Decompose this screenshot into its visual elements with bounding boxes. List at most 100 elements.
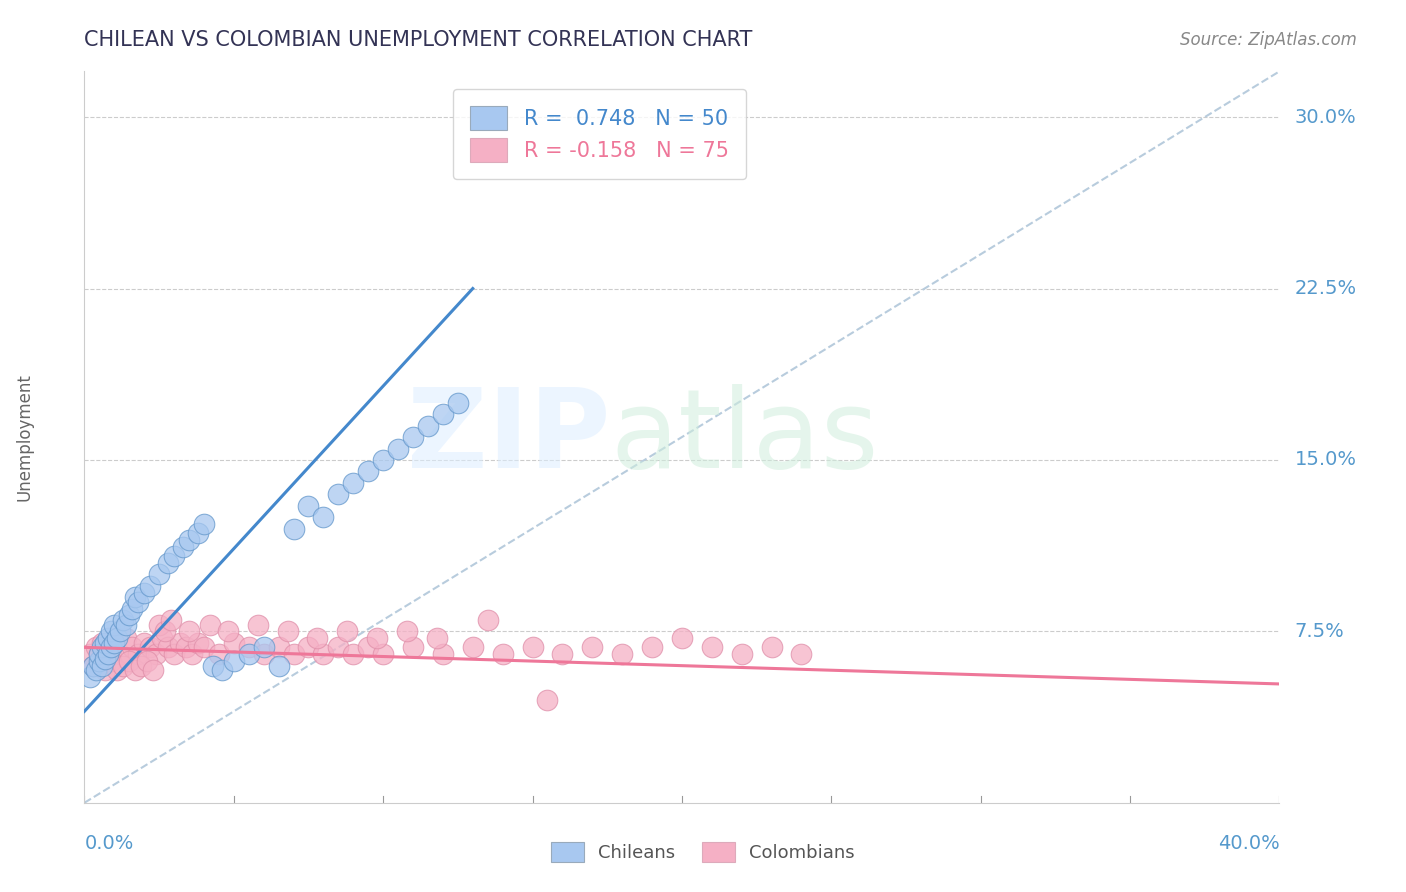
Point [238, 640, 260, 655]
Point [461, 640, 484, 655]
Point [671, 632, 693, 646]
Point [94, 654, 117, 668]
Point [201, 658, 224, 673]
Point [105, 663, 128, 677]
Point [328, 640, 350, 655]
Point [89, 647, 111, 661]
Point [373, 647, 395, 661]
Point [447, 396, 470, 410]
Point [91, 636, 114, 650]
Point [172, 540, 194, 554]
Point [100, 654, 122, 668]
Point [97, 640, 120, 655]
Point [357, 464, 380, 478]
Point [432, 407, 454, 421]
Text: Source: ZipAtlas.com: Source: ZipAtlas.com [1180, 31, 1357, 49]
Point [89, 647, 111, 661]
Point [121, 601, 143, 615]
Point [366, 632, 388, 646]
Point [277, 624, 299, 639]
Point [160, 613, 183, 627]
Point [522, 640, 544, 655]
Point [115, 632, 138, 646]
Point [121, 640, 143, 655]
Point [536, 693, 558, 707]
Point [700, 640, 723, 655]
Point [307, 632, 329, 646]
Point [238, 647, 260, 661]
Point [297, 640, 319, 655]
Point [103, 617, 125, 632]
Point [127, 595, 149, 609]
Point [124, 590, 146, 604]
Point [387, 442, 409, 456]
Point [105, 632, 128, 646]
Point [100, 624, 122, 639]
Text: Unemployment: Unemployment [15, 373, 34, 501]
Point [132, 585, 156, 599]
Point [187, 526, 209, 541]
Text: 15.0%: 15.0% [1295, 450, 1357, 469]
Point [94, 652, 117, 666]
Text: atlas: atlas [610, 384, 879, 491]
Point [174, 640, 197, 655]
Point [581, 640, 603, 655]
Point [86, 663, 108, 677]
Point [283, 647, 305, 661]
Point [110, 647, 132, 661]
Point [312, 647, 335, 661]
Point [100, 647, 122, 661]
Point [641, 640, 664, 655]
Point [283, 521, 305, 535]
Point [396, 624, 419, 639]
Text: 30.0%: 30.0% [1295, 108, 1357, 127]
Point [94, 663, 117, 677]
Text: CHILEAN VS COLOMBIAN UNEMPLOYMENT CORRELATION CHART: CHILEAN VS COLOMBIAN UNEMPLOYMENT CORREL… [84, 30, 752, 50]
Point [328, 487, 350, 501]
Point [153, 624, 176, 639]
Point [139, 579, 162, 593]
Point [148, 567, 170, 582]
Point [246, 617, 269, 632]
Point [181, 647, 204, 661]
Point [177, 533, 200, 547]
Point [177, 624, 200, 639]
Point [115, 617, 138, 632]
Text: 7.5%: 7.5% [1295, 622, 1344, 640]
Point [79, 670, 101, 684]
Legend: R =  0.748   N = 50, R = -0.158   N = 75: R = 0.748 N = 50, R = -0.158 N = 75 [453, 89, 745, 179]
Point [94, 636, 117, 650]
Point [432, 647, 454, 661]
Point [193, 640, 215, 655]
Text: 40.0%: 40.0% [1218, 834, 1279, 854]
Point [97, 647, 120, 661]
Point [193, 516, 215, 531]
Point [103, 636, 125, 650]
Point [91, 658, 114, 673]
Point [402, 430, 425, 444]
Point [89, 658, 111, 673]
Text: 22.5%: 22.5% [1295, 279, 1357, 298]
Point [129, 658, 152, 673]
Point [118, 608, 141, 623]
Point [86, 640, 108, 655]
Point [145, 647, 167, 661]
Point [222, 654, 245, 668]
Point [169, 636, 191, 650]
Legend: Chileans, Colombians: Chileans, Colombians [544, 834, 862, 870]
Point [127, 647, 149, 661]
Point [217, 624, 239, 639]
Point [336, 624, 359, 639]
Point [148, 617, 170, 632]
Point [357, 640, 380, 655]
Point [118, 654, 141, 668]
Point [91, 640, 114, 655]
Point [211, 663, 233, 677]
Point [342, 475, 364, 490]
Point [551, 647, 574, 661]
Point [312, 510, 335, 524]
Point [103, 636, 125, 650]
Point [492, 647, 515, 661]
Point [112, 613, 135, 627]
Text: ZIP: ZIP [406, 384, 610, 491]
